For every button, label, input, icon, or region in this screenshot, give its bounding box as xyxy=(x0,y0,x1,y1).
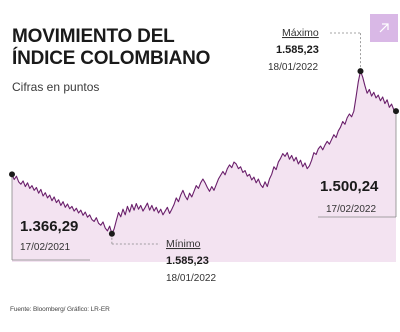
chart-subtitle: Cifras en puntos xyxy=(12,80,100,94)
start-value-label: 1.366,29 xyxy=(20,218,78,235)
min-title-label: Mínimo xyxy=(166,238,201,250)
min-date-label: 18/01/2022 xyxy=(166,273,216,284)
start-point-marker xyxy=(9,171,15,178)
start-date-label: 17/02/2021 xyxy=(20,242,70,253)
max-point-marker xyxy=(357,68,364,75)
series-line xyxy=(11,70,397,235)
end-value-label: 1.500,24 xyxy=(320,178,379,195)
max-title-label: Máximo xyxy=(282,27,319,39)
end-date-label: 17/02/2022 xyxy=(326,204,376,215)
min-value-label: 1.585,23 xyxy=(166,255,209,267)
title-line-1: MOVIMIENTO DEL xyxy=(12,26,175,47)
title-line-2: ÍNDICE COLOMBIANO xyxy=(12,48,211,69)
expand-arrow-icon xyxy=(379,23,389,33)
min-point-marker xyxy=(108,230,115,237)
area-fill xyxy=(12,71,396,262)
area-layer xyxy=(11,70,397,262)
end-point-marker xyxy=(393,108,399,115)
source-note: Fuente: Bloomberg/ Gráfico: LR-ER xyxy=(10,306,110,313)
expand-button[interactable] xyxy=(370,14,398,42)
max-date-label: 18/01/2022 xyxy=(268,62,318,73)
max-value-label: 1.585,23 xyxy=(276,44,319,56)
overlay-layer: 1.366,29 17/02/2021 Mínimo 1.585,23 18/01/20… xyxy=(9,27,399,284)
chart-title: MOVIMIENTO DEL ÍNDICE COLOMBIANO xyxy=(12,26,210,70)
